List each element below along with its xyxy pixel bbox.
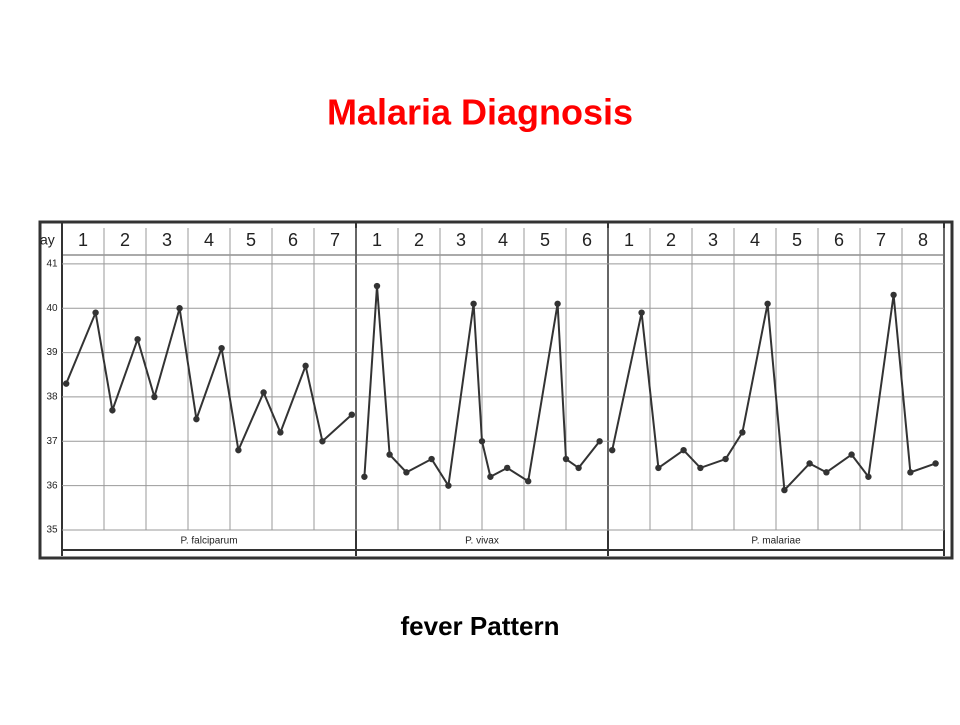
data-point — [697, 464, 704, 472]
x-tick-label: 3 — [162, 230, 172, 250]
data-point — [176, 305, 183, 312]
y-tick-label: 37 — [46, 436, 58, 447]
data-point — [562, 455, 570, 463]
data-point — [739, 429, 746, 436]
data-point — [193, 415, 200, 423]
x-tick-label: 1 — [624, 230, 634, 250]
data-point — [470, 300, 477, 307]
data-point — [865, 473, 872, 480]
data-point — [638, 309, 645, 316]
x-axis-title: ay — [40, 232, 55, 248]
data-point — [907, 469, 914, 476]
data-point — [680, 446, 687, 454]
y-tick-label: 39 — [46, 347, 58, 358]
data-point — [319, 438, 326, 445]
data-point — [764, 300, 771, 307]
x-tick-label: 6 — [288, 230, 298, 250]
x-tick-label: 5 — [246, 230, 256, 250]
data-point — [609, 446, 616, 454]
data-point — [575, 464, 582, 472]
x-tick-label: 4 — [204, 230, 214, 250]
x-tick-label: 2 — [120, 230, 130, 250]
data-point — [386, 451, 393, 458]
slide-title: Malaria Diagnosis — [327, 92, 633, 133]
data-point — [92, 309, 99, 316]
x-tick-label: 8 — [918, 230, 928, 250]
data-point — [277, 429, 284, 436]
data-point — [932, 460, 939, 467]
data-point — [655, 464, 662, 472]
data-point — [445, 482, 452, 489]
x-tick-label: 6 — [582, 230, 592, 250]
y-tick-label: 41 — [46, 259, 58, 270]
fever-line — [65, 307, 353, 454]
x-tick-label: 3 — [708, 230, 718, 250]
x-tick-label: 6 — [834, 230, 844, 250]
data-point — [260, 389, 267, 396]
data-point — [218, 344, 225, 352]
x-tick-label: 1 — [372, 230, 382, 250]
data-point — [525, 478, 532, 485]
data-point — [373, 282, 381, 290]
x-tick-label: 7 — [876, 230, 886, 250]
x-tick-label: 4 — [750, 230, 760, 250]
chart-frame — [38, 220, 954, 560]
x-tick-label: 1 — [78, 230, 88, 250]
y-tick-label: 40 — [46, 303, 58, 314]
data-point — [428, 455, 435, 463]
data-point — [823, 469, 830, 476]
x-tick-label: 3 — [456, 230, 466, 250]
data-point — [235, 446, 242, 454]
data-point — [361, 473, 368, 480]
data-point — [478, 438, 486, 445]
data-point — [781, 486, 788, 494]
x-tick-label: 2 — [666, 230, 676, 250]
x-tick-label: 7 — [330, 230, 340, 250]
y-tick-label: 36 — [46, 480, 58, 491]
data-point — [722, 455, 729, 463]
x-tick-label: 5 — [792, 230, 802, 250]
data-point — [109, 407, 116, 414]
data-point — [62, 380, 70, 387]
data-point — [554, 300, 561, 307]
y-tick-label: 35 — [46, 525, 58, 536]
data-point — [487, 473, 494, 480]
data-point — [403, 469, 410, 476]
data-point — [504, 464, 511, 472]
data-point — [848, 451, 855, 458]
panel-label: P. malariae — [751, 536, 801, 547]
panel-label: P. vivax — [465, 536, 499, 547]
data-point — [134, 336, 141, 343]
data-point — [806, 460, 813, 467]
x-tick-label: 5 — [540, 230, 550, 250]
data-point — [302, 362, 309, 370]
data-point — [596, 438, 603, 445]
x-tick-label: 4 — [498, 230, 508, 250]
caption: fever Pattern — [401, 611, 560, 641]
data-point — [890, 291, 897, 299]
data-point — [348, 411, 355, 418]
data-point — [151, 393, 158, 401]
fever-line — [611, 294, 936, 493]
x-tick-label: 2 — [414, 230, 424, 250]
panel-label: P. falciparum — [180, 536, 237, 547]
y-tick-label: 38 — [46, 392, 58, 403]
